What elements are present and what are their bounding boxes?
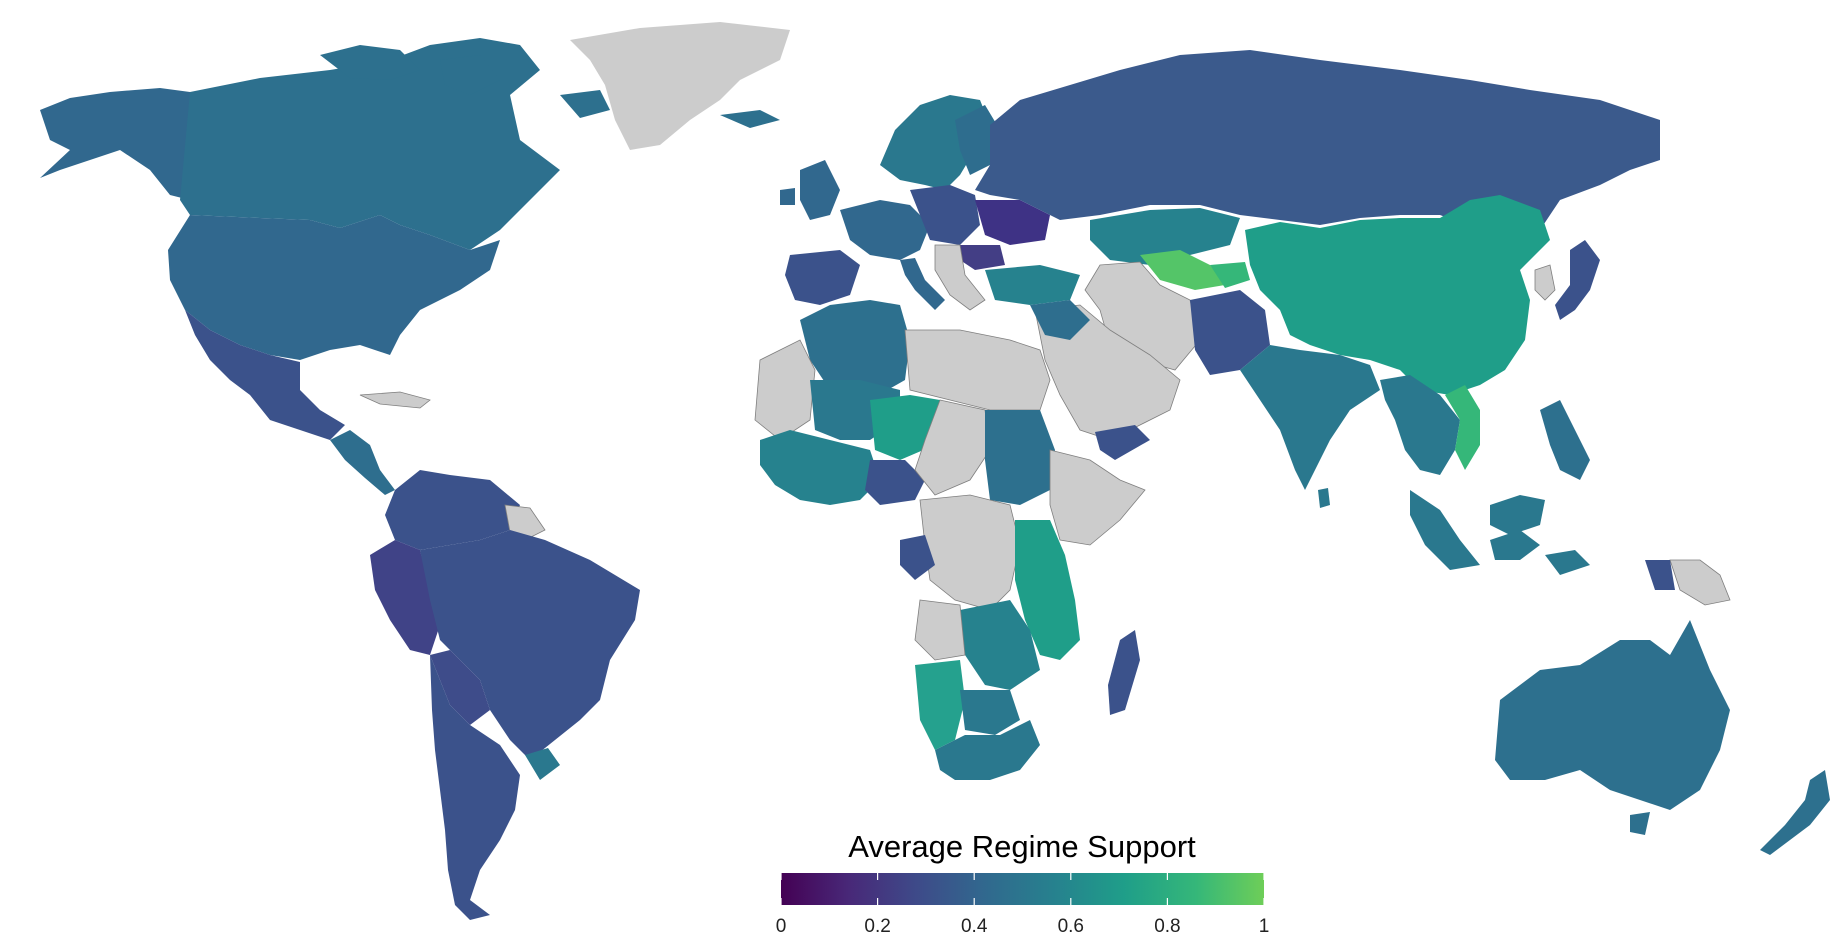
country-russia	[975, 50, 1660, 245]
country-kazakhstan	[1090, 208, 1240, 265]
country-tasmania	[1630, 812, 1650, 835]
country-cuba	[359, 391, 431, 409]
country-indonesia	[1410, 490, 1590, 575]
legend-tick-label: 0	[776, 916, 787, 937]
country-mexico	[185, 310, 345, 440]
country-yemen	[1095, 425, 1150, 460]
country-west-sahara-mauritania	[754, 339, 816, 441]
country-finland	[955, 105, 1000, 175]
country-kyrgyzstan-tajik	[1210, 262, 1250, 288]
country-gabon-cameroon	[900, 535, 935, 580]
country-south-africa	[935, 720, 1040, 780]
legend: Average Regime Support 0 0.2 0.4 0.6 0.8 1	[776, 829, 1270, 937]
country-sri-lanka	[1318, 488, 1330, 508]
country-peru-ecuador	[370, 540, 440, 655]
country-east-africa	[1015, 520, 1080, 660]
country-iberia	[785, 250, 860, 305]
europe	[780, 95, 1080, 311]
country-niger-chad-green	[870, 395, 940, 460]
country-drc-congo	[919, 494, 1021, 611]
legend-tick-label: 0.6	[1058, 916, 1084, 937]
country-usa	[168, 215, 500, 360]
country-alaska	[40, 88, 190, 200]
oceania	[1410, 400, 1830, 855]
country-brazil	[420, 530, 640, 760]
country-colombia-venezuela	[385, 470, 520, 550]
country-australia	[1495, 620, 1730, 810]
legend-colorbar	[781, 873, 1264, 905]
country-argentina-chile	[430, 655, 520, 920]
country-iraq-jordan	[1030, 300, 1090, 340]
country-bolivia-paraguay	[430, 650, 490, 725]
north-america	[40, 22, 790, 495]
country-vietnam	[1445, 385, 1480, 470]
country-romania-moldova	[960, 245, 1005, 270]
country-india	[1240, 345, 1380, 490]
country-philippines	[1540, 400, 1590, 480]
country-guyana-suriname	[504, 504, 546, 541]
country-nigeria	[865, 460, 925, 505]
legend-tick-label: 0.8	[1154, 916, 1180, 937]
country-japan	[1555, 240, 1600, 320]
south-america	[370, 470, 640, 920]
country-angola	[914, 599, 966, 661]
legend-ticks: 0 0.2 0.4 0.6 0.8 1	[776, 873, 1270, 937]
country-canada-islands	[320, 45, 780, 128]
country-pakistan-afghan	[1190, 290, 1270, 375]
country-malaysia-borneo	[1490, 495, 1545, 535]
country-botswana	[960, 690, 1020, 735]
country-ukraine	[975, 200, 1050, 245]
country-sudan	[985, 410, 1055, 505]
country-uzbekistan	[1140, 250, 1225, 290]
country-namibia	[915, 660, 965, 750]
country-western-europe	[840, 200, 930, 260]
country-papua-new-guinea	[1669, 559, 1731, 606]
country-balkans	[934, 244, 986, 311]
country-zambia-zimbabwe	[960, 600, 1040, 690]
country-west-africa	[760, 430, 880, 505]
country-mongolia-china	[1245, 195, 1550, 395]
country-uruguay	[525, 748, 560, 780]
country-libya-egypt	[904, 329, 1051, 411]
country-madagascar	[1108, 630, 1140, 715]
country-central-america	[330, 430, 395, 495]
legend-tick-label: 1	[1259, 916, 1270, 937]
legend-tick-label: 0.4	[961, 916, 988, 937]
country-central-europe	[910, 185, 980, 245]
africa	[754, 300, 1146, 780]
country-southeast-asia-mainland	[1380, 375, 1460, 475]
country-morocco-algeria	[800, 300, 910, 400]
country-horn-of-africa	[1049, 449, 1146, 546]
legend-title: Average Regime Support	[848, 829, 1196, 864]
country-uk-ireland	[780, 160, 840, 220]
country-new-zealand	[1760, 770, 1830, 855]
legend-tick-label: 0.2	[864, 916, 890, 937]
country-greenland	[570, 22, 790, 150]
country-papua-indonesia	[1645, 560, 1675, 590]
country-turkey	[985, 265, 1080, 305]
country-italy	[900, 258, 945, 310]
country-korea	[1534, 264, 1556, 301]
asia-south	[1030, 290, 1480, 508]
